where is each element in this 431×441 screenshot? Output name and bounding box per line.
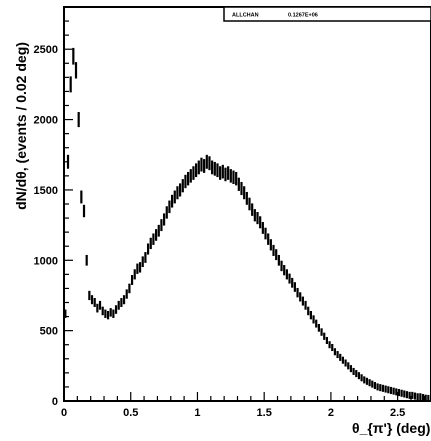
- y-tick-label: 2500: [34, 44, 58, 56]
- stats-box-frame: [223, 6, 431, 22]
- y-axis-label: dN/dθ, (events / 0.02 deg): [13, 42, 29, 210]
- y-tick-label: 2000: [34, 115, 58, 127]
- stats-box: ALLCHAN 0.1267E+06: [223, 6, 431, 22]
- x-tick-label: 1.5: [257, 407, 272, 419]
- y-tick-label: 500: [40, 326, 58, 338]
- x-tick-label: 0: [61, 407, 67, 419]
- stats-box-value: 0.1267E+06: [288, 13, 318, 19]
- x-axis-label: θ_{π'} (deg): [352, 420, 430, 436]
- x-tick-label: 2.5: [390, 407, 405, 419]
- data-points: [64, 47, 430, 401]
- axis-ticks: [63, 6, 425, 402]
- stats-box-label: ALLCHAN: [232, 13, 259, 19]
- x-tick-label: 0.5: [123, 407, 138, 419]
- tick-labels: 0 0.5 1 1.5 2 2.5 0 500 1000 1500 2000 2500: [34, 44, 406, 419]
- y-tick-label: 0: [52, 396, 58, 408]
- x-tick-label: 2: [328, 407, 334, 419]
- x-tick-label: 1: [194, 407, 200, 419]
- y-tick-label: 1000: [34, 255, 58, 267]
- y-tick-label: 1500: [34, 185, 58, 197]
